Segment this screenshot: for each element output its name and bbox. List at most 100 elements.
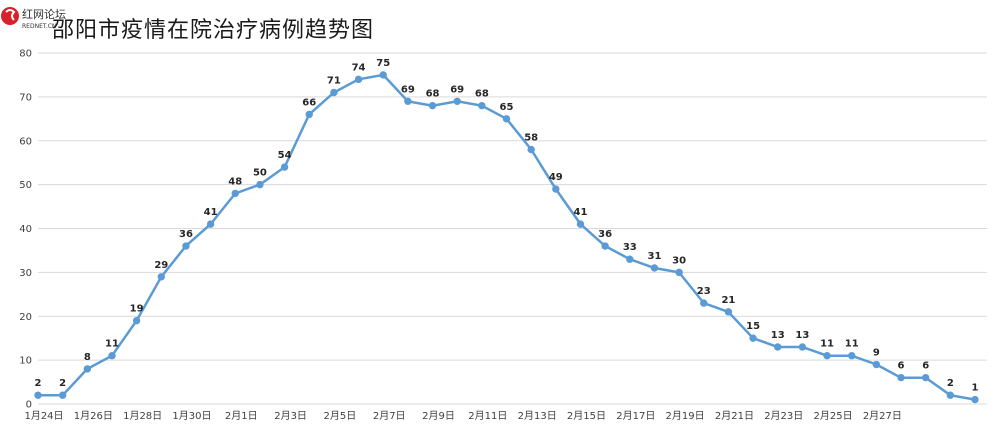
data-label: 1 (972, 383, 979, 394)
y-tick-label: 70 (19, 92, 32, 103)
chart-title: 邵阳市疫情在院治疗病例趋势图 (52, 18, 375, 43)
data-label: 30 (672, 255, 686, 266)
data-label: 58 (524, 133, 538, 144)
data-label: 41 (204, 207, 218, 218)
series-layer (34, 71, 979, 404)
gridlines (38, 52, 987, 405)
data-point (848, 352, 856, 360)
data-point (354, 75, 363, 84)
data-point (823, 352, 831, 360)
data-label: 36 (179, 229, 193, 240)
x-tick-label: 2月1日 (225, 410, 258, 422)
x-tick-label: 2月25日 (814, 410, 853, 422)
data-label: 2 (59, 378, 66, 389)
data-point (552, 185, 560, 193)
data-label: 11 (820, 339, 834, 350)
watermark-text: 红网论坛 (22, 7, 66, 21)
data-label: 11 (845, 339, 859, 350)
data-point (182, 242, 190, 250)
data-label: 13 (771, 330, 785, 341)
data-label: 66 (302, 97, 316, 108)
y-tick-label: 80 (19, 49, 32, 60)
data-point (527, 145, 535, 154)
data-label: 68 (475, 89, 489, 100)
x-tick-label: 2月19日 (666, 410, 705, 422)
data-point (897, 373, 905, 382)
data-label: 31 (647, 251, 661, 262)
data-point (971, 395, 979, 404)
data-label: 15 (746, 321, 760, 332)
rednet-watermark-logo: 红网论坛 REDNET.CN (1, 7, 66, 30)
x-tick-label: 1月26日 (74, 410, 113, 422)
data-label: 33 (623, 242, 637, 253)
data-label: 74 (352, 62, 366, 73)
x-tick-label: 1月28日 (123, 410, 162, 422)
data-label: 2 (35, 378, 42, 389)
data-point (675, 268, 683, 277)
data-point (798, 343, 807, 351)
data-label: 65 (500, 102, 514, 113)
data-label: 69 (401, 84, 415, 95)
y-tick-label: 20 (19, 312, 32, 323)
data-point (946, 391, 955, 399)
data-point (83, 365, 92, 373)
data-label: 19 (130, 304, 144, 315)
x-axis: 1月24日 1月26日 1月28日 1月30日 2月1日 2月3日 2月5日 2月7日 2月9日… (24, 410, 901, 422)
data-label: 36 (598, 229, 612, 240)
data-label: 68 (426, 89, 440, 100)
data-point (576, 220, 585, 228)
data-label: 71 (327, 75, 341, 86)
y-tick-label: 10 (19, 356, 32, 367)
data-point (872, 360, 881, 369)
x-tick-label: 1月24日 (24, 410, 63, 422)
data-label: 75 (376, 58, 390, 69)
data-point (231, 189, 239, 198)
watermark-subtext: REDNET.CN (22, 23, 56, 30)
x-tick-label: 2月15日 (567, 410, 606, 422)
data-label: 41 (574, 207, 588, 218)
data-point (305, 110, 313, 119)
x-tick-label: 2月7日 (373, 410, 406, 422)
x-tick-label: 2月27日 (863, 410, 902, 422)
data-point (700, 299, 708, 307)
data-point (502, 115, 511, 123)
data-point (428, 101, 437, 110)
data-point (34, 391, 42, 399)
data-label: 69 (450, 84, 464, 95)
x-tick-label: 2月23日 (764, 410, 803, 422)
rednet-logo-mark (5, 9, 16, 21)
data-point (650, 264, 659, 272)
data-label: 8 (84, 352, 91, 363)
y-axis: 0 10 20 30 40 50 60 70 80 (19, 49, 32, 411)
x-tick-label: 2月9日 (422, 410, 455, 422)
y-tick-label: 0 (26, 400, 32, 411)
data-point (157, 273, 165, 281)
data-point (206, 220, 215, 228)
data-label: 50 (253, 168, 267, 179)
data-point (626, 255, 634, 263)
x-tick-label: 1月30日 (172, 410, 211, 422)
x-tick-label: 2月11日 (468, 410, 507, 422)
data-point (256, 180, 264, 189)
data-label: 11 (105, 339, 119, 350)
x-tick-label: 2月13日 (518, 410, 557, 422)
data-point (108, 352, 116, 360)
y-tick-label: 30 (19, 268, 32, 279)
data-point (774, 343, 782, 351)
data-point (724, 308, 733, 316)
data-point (58, 391, 67, 399)
y-tick-label: 50 (19, 180, 32, 191)
data-point (280, 163, 289, 171)
y-tick-label: 60 (19, 136, 32, 147)
data-label: 48 (228, 176, 242, 187)
y-tick-label: 40 (19, 224, 32, 235)
data-point (132, 316, 141, 325)
data-label: 13 (795, 330, 809, 341)
data-label: 6 (922, 361, 929, 372)
data-point (921, 373, 930, 382)
data-point (404, 97, 412, 105)
x-tick-label: 2月3日 (274, 410, 307, 422)
